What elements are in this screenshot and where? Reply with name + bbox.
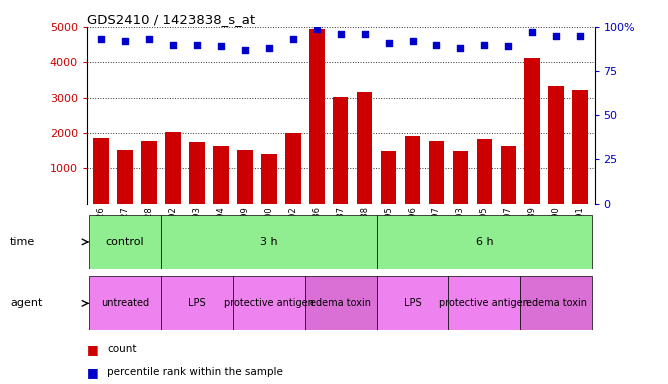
Bar <box>90 276 161 330</box>
Bar <box>476 139 492 204</box>
Bar <box>142 141 157 204</box>
Text: time: time <box>10 237 35 247</box>
Bar <box>448 276 520 330</box>
Text: ■: ■ <box>87 366 99 379</box>
Text: GDS2410 / 1423838_s_at: GDS2410 / 1423838_s_at <box>87 13 255 26</box>
Bar <box>548 86 564 204</box>
Point <box>551 33 562 39</box>
Bar <box>520 276 592 330</box>
Bar <box>233 276 305 330</box>
Text: agent: agent <box>10 298 42 308</box>
Text: edema toxin: edema toxin <box>526 298 587 308</box>
Point <box>144 36 154 42</box>
Text: control: control <box>106 237 144 247</box>
Text: protective antigen: protective antigen <box>440 298 529 308</box>
Bar <box>213 146 228 204</box>
Point <box>407 38 418 44</box>
Bar <box>261 154 277 204</box>
Point <box>383 40 394 46</box>
Bar <box>524 58 540 204</box>
Text: 6 h: 6 h <box>476 237 493 247</box>
Bar <box>90 215 161 269</box>
Bar <box>189 142 205 204</box>
Bar <box>285 133 301 204</box>
Point <box>192 41 202 48</box>
Bar <box>405 136 420 204</box>
Bar <box>309 29 325 204</box>
Bar <box>333 97 349 204</box>
Bar <box>94 138 109 204</box>
Text: LPS: LPS <box>403 298 422 308</box>
Text: untreated: untreated <box>101 298 149 308</box>
Bar <box>377 215 592 269</box>
Text: percentile rank within the sample: percentile rank within the sample <box>107 367 283 377</box>
Point <box>96 36 107 42</box>
Text: LPS: LPS <box>188 298 206 308</box>
Point <box>311 26 322 32</box>
Bar <box>161 276 233 330</box>
Bar <box>165 132 181 204</box>
Bar <box>237 150 253 204</box>
Point <box>479 41 490 48</box>
Point <box>120 38 130 44</box>
Point <box>574 33 585 39</box>
Point <box>263 45 274 51</box>
Bar <box>453 151 468 204</box>
Bar <box>377 276 448 330</box>
Text: 3 h: 3 h <box>260 237 278 247</box>
Point <box>503 43 514 50</box>
Text: protective antigen: protective antigen <box>224 298 314 308</box>
Bar <box>118 150 133 204</box>
Text: edema toxin: edema toxin <box>310 298 371 308</box>
Point <box>359 31 370 37</box>
Bar <box>161 215 377 269</box>
Bar <box>572 90 588 204</box>
Point <box>335 31 346 37</box>
Point <box>527 29 538 35</box>
Bar <box>429 141 444 204</box>
Point <box>240 47 250 53</box>
Bar <box>357 92 373 204</box>
Point <box>455 45 466 51</box>
Point <box>216 43 226 50</box>
Bar <box>500 146 516 204</box>
Text: count: count <box>107 344 136 354</box>
Bar <box>305 276 377 330</box>
Point <box>287 36 298 42</box>
Point <box>431 41 442 48</box>
Text: ■: ■ <box>87 343 99 356</box>
Bar <box>381 151 396 204</box>
Point <box>168 41 178 48</box>
